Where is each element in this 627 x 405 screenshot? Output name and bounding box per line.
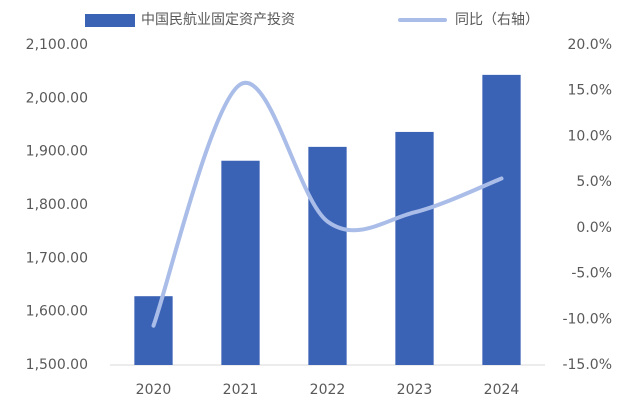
y2-tick-label: 20.0%	[568, 37, 612, 53]
bar	[395, 131, 434, 365]
y2-tick-label: 0.0%	[576, 220, 612, 236]
y2-tick-label: 15.0%	[568, 83, 612, 99]
x-tick-label: 2023	[397, 382, 433, 398]
y-tick-label: 2,000.00	[26, 90, 88, 106]
y-tick-label: 1,600.00	[26, 304, 88, 320]
legend-label: 中国民航业固定资产投资	[141, 12, 295, 28]
y2-tick-label: 5.0%	[576, 174, 612, 190]
y-tick-label: 1,700.00	[26, 250, 88, 266]
y2-tick-label: -5.0%	[571, 266, 612, 282]
y-tick-label: 2,100.00	[26, 37, 88, 53]
y2-tick-label: 10.0%	[568, 128, 612, 144]
y2-tick-label: -10.0%	[562, 311, 612, 327]
legend-swatch	[85, 14, 135, 27]
x-tick-label: 2020	[136, 382, 172, 398]
legend-label: 同比（右轴）	[455, 12, 539, 28]
bar	[221, 160, 260, 365]
x-tick-label: 2024	[484, 382, 520, 398]
y-tick-label: 1,500.00	[26, 357, 88, 373]
x-tick-label: 2022	[310, 382, 346, 398]
bar	[482, 74, 521, 365]
x-tick-label: 2021	[223, 382, 259, 398]
bar	[134, 296, 173, 365]
line	[151, 80, 504, 328]
y-tick-label: 1,800.00	[26, 197, 88, 213]
bar	[308, 146, 347, 365]
y-tick-label: 1,900.00	[26, 144, 88, 160]
y2-tick-label: -15.0%	[562, 357, 612, 373]
